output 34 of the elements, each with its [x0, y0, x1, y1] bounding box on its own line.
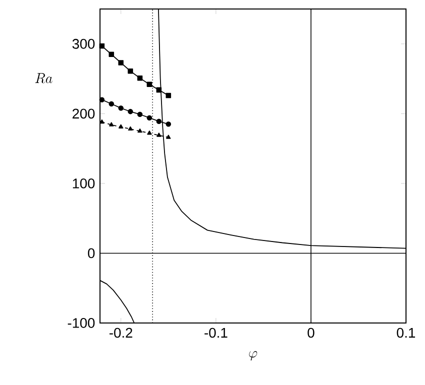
- point: [109, 122, 114, 126]
- point: [118, 124, 124, 128]
- point: [156, 132, 162, 137]
- point: [166, 134, 171, 139]
- point: [118, 105, 124, 111]
- point: [156, 87, 162, 93]
- point: [146, 115, 152, 120]
- point: [156, 118, 162, 124]
- y-axis-title: $Ra$: [35, 73, 52, 84]
- point: [108, 101, 114, 107]
- point: [118, 60, 124, 66]
- point: [99, 43, 105, 49]
- point: [137, 75, 143, 81]
- point: [108, 52, 114, 57]
- x-tick-label: -0.1: [204, 328, 228, 338]
- y-tick-label: 200: [72, 108, 95, 119]
- x-axis-title: $\varphi$: [249, 351, 258, 360]
- point: [166, 121, 172, 127]
- y-tick-label: 300: [72, 38, 95, 49]
- y-tick-label: 0: [88, 248, 95, 258]
- point: [146, 82, 152, 87]
- x-tick-label: 0: [308, 328, 314, 338]
- x-tick-label: 0.1: [396, 328, 416, 338]
- y-tick-label: 100: [72, 178, 95, 188]
- point: [147, 130, 152, 135]
- point: [99, 97, 105, 102]
- point: [128, 126, 133, 131]
- x-tick-label: -0.2: [110, 328, 132, 338]
- point: [128, 68, 134, 74]
- y-tick-label: -100: [68, 318, 95, 328]
- point: [166, 92, 172, 98]
- point: [137, 112, 143, 118]
- point: [128, 108, 134, 114]
- point: [138, 128, 142, 133]
